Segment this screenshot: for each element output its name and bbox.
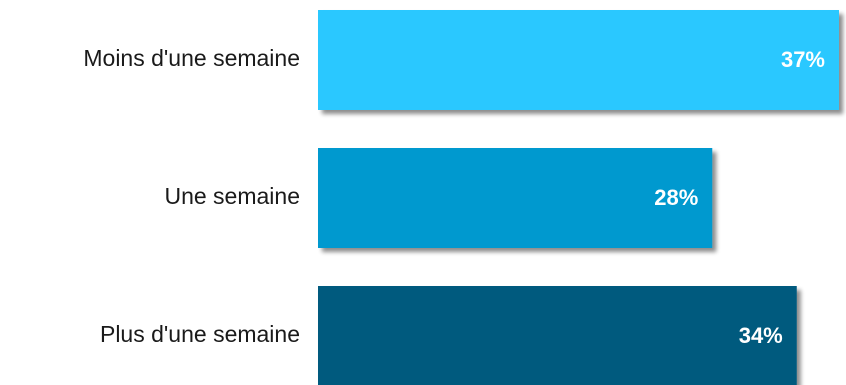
bar-plus-d-une-semaine	[318, 286, 797, 385]
bar-moins-d-une-semaine	[318, 10, 839, 110]
category-label-une-semaine: Une semaine	[164, 183, 300, 209]
category-label-moins-d-une-semaine: Moins d'une semaine	[83, 45, 300, 71]
bar-une-semaine	[318, 148, 713, 248]
bars-group	[318, 10, 839, 385]
category-label-plus-d-une-semaine: Plus d'une semaine	[100, 321, 300, 347]
value-label-moins-d-une-semaine: 37%	[781, 47, 825, 72]
labels-group: Moins d'une semaine 37% Une semaine 28% Plus…	[83, 45, 825, 348]
value-label-plus-d-une-semaine: 34%	[739, 323, 783, 348]
value-label-une-semaine: 28%	[654, 185, 698, 210]
